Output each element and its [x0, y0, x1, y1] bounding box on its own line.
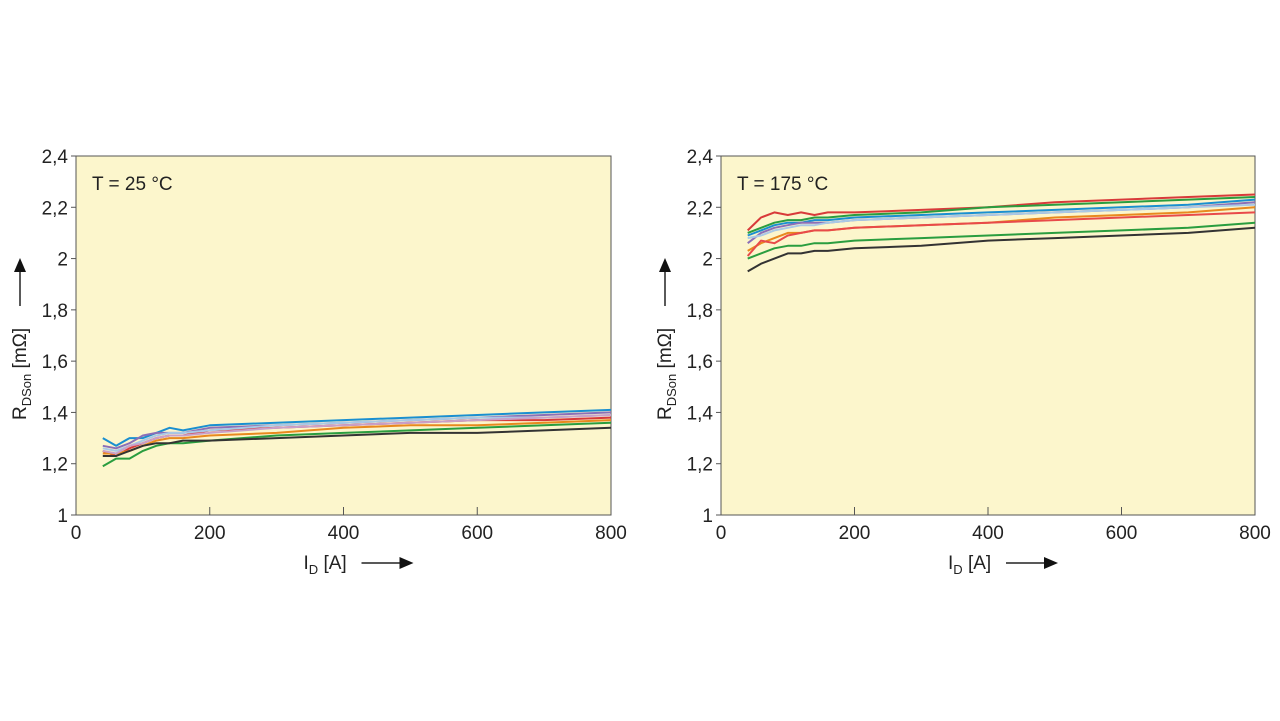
y-tick-label: 1: [57, 506, 68, 527]
x-axis-label: ID [A]: [948, 553, 991, 577]
y-axis-arrowhead: [14, 258, 26, 272]
x-axis-label: ID [A]: [304, 553, 347, 577]
x-tick-label: 800: [1239, 523, 1271, 544]
y-tick-label: 2,2: [42, 198, 68, 219]
series-line-1: [102, 408, 612, 447]
y-tick-label: 1,2: [42, 455, 68, 476]
y-tick-label: 1,6: [42, 352, 68, 373]
y-tick-label: 1,4: [687, 403, 714, 424]
y-tick-label: 1,2: [687, 455, 713, 476]
series-line-3: [747, 198, 1256, 237]
y-axis-label: RDSon [mΩ]: [655, 328, 679, 420]
y-tick-label: 1,4: [42, 403, 69, 424]
series-line-8: [102, 414, 612, 455]
series-line-1: [747, 193, 1256, 232]
x-axis-arrowhead: [399, 557, 414, 569]
series-line-6: [102, 421, 612, 468]
series-line-5: [747, 203, 1256, 240]
temperature-annotation: T = 25 °C: [92, 174, 173, 195]
chart-panel-2: 1 1,2 1,4 1,6 1,8 2 2,2 2,4 0 200 400 600 800 T = 175…: [655, 147, 1271, 577]
series-line-9: [747, 226, 1256, 273]
series-line-7: [102, 426, 612, 457]
series-line-2: [747, 196, 1256, 234]
y-axis-arrowhead: [659, 258, 671, 272]
temperature-annotation: T = 175 °C: [737, 174, 828, 195]
x-tick-label: 400: [972, 523, 1004, 544]
chart-panel-1: 1 1,2 1,4 1,6 1,8 2 2,2 2,4 0 200 400 600 800 T = 25 …: [10, 147, 627, 577]
y-tick-label: 2,2: [687, 198, 713, 219]
series-line-8: [747, 221, 1256, 260]
y-axis-label: RDSon [mΩ]: [10, 328, 34, 420]
series-line-7: [746, 211, 1256, 257]
y-tick-label: 2: [57, 250, 68, 271]
x-tick-label: 0: [716, 523, 727, 544]
x-tick-label: 200: [194, 523, 226, 544]
y-tick-label: 1,8: [687, 301, 713, 322]
y-tick-label: 2,4: [687, 147, 714, 168]
x-axis-arrowhead: [1044, 557, 1058, 569]
x-tick-label: 200: [839, 523, 871, 544]
x-tick-label: 600: [1106, 523, 1138, 544]
y-tick-label: 1: [702, 506, 713, 527]
y-tick-label: 2,4: [42, 147, 69, 168]
plot-area: [720, 155, 1256, 516]
y-tick-label: 1,6: [687, 352, 713, 373]
x-tick-label: 800: [595, 523, 627, 544]
y-tick-label: 2: [702, 250, 713, 271]
x-tick-label: 400: [328, 523, 360, 544]
x-tick-label: 0: [71, 523, 82, 544]
x-tick-label: 600: [461, 523, 493, 544]
y-tick-label: 1,8: [42, 301, 68, 322]
plot-area: [75, 155, 612, 516]
